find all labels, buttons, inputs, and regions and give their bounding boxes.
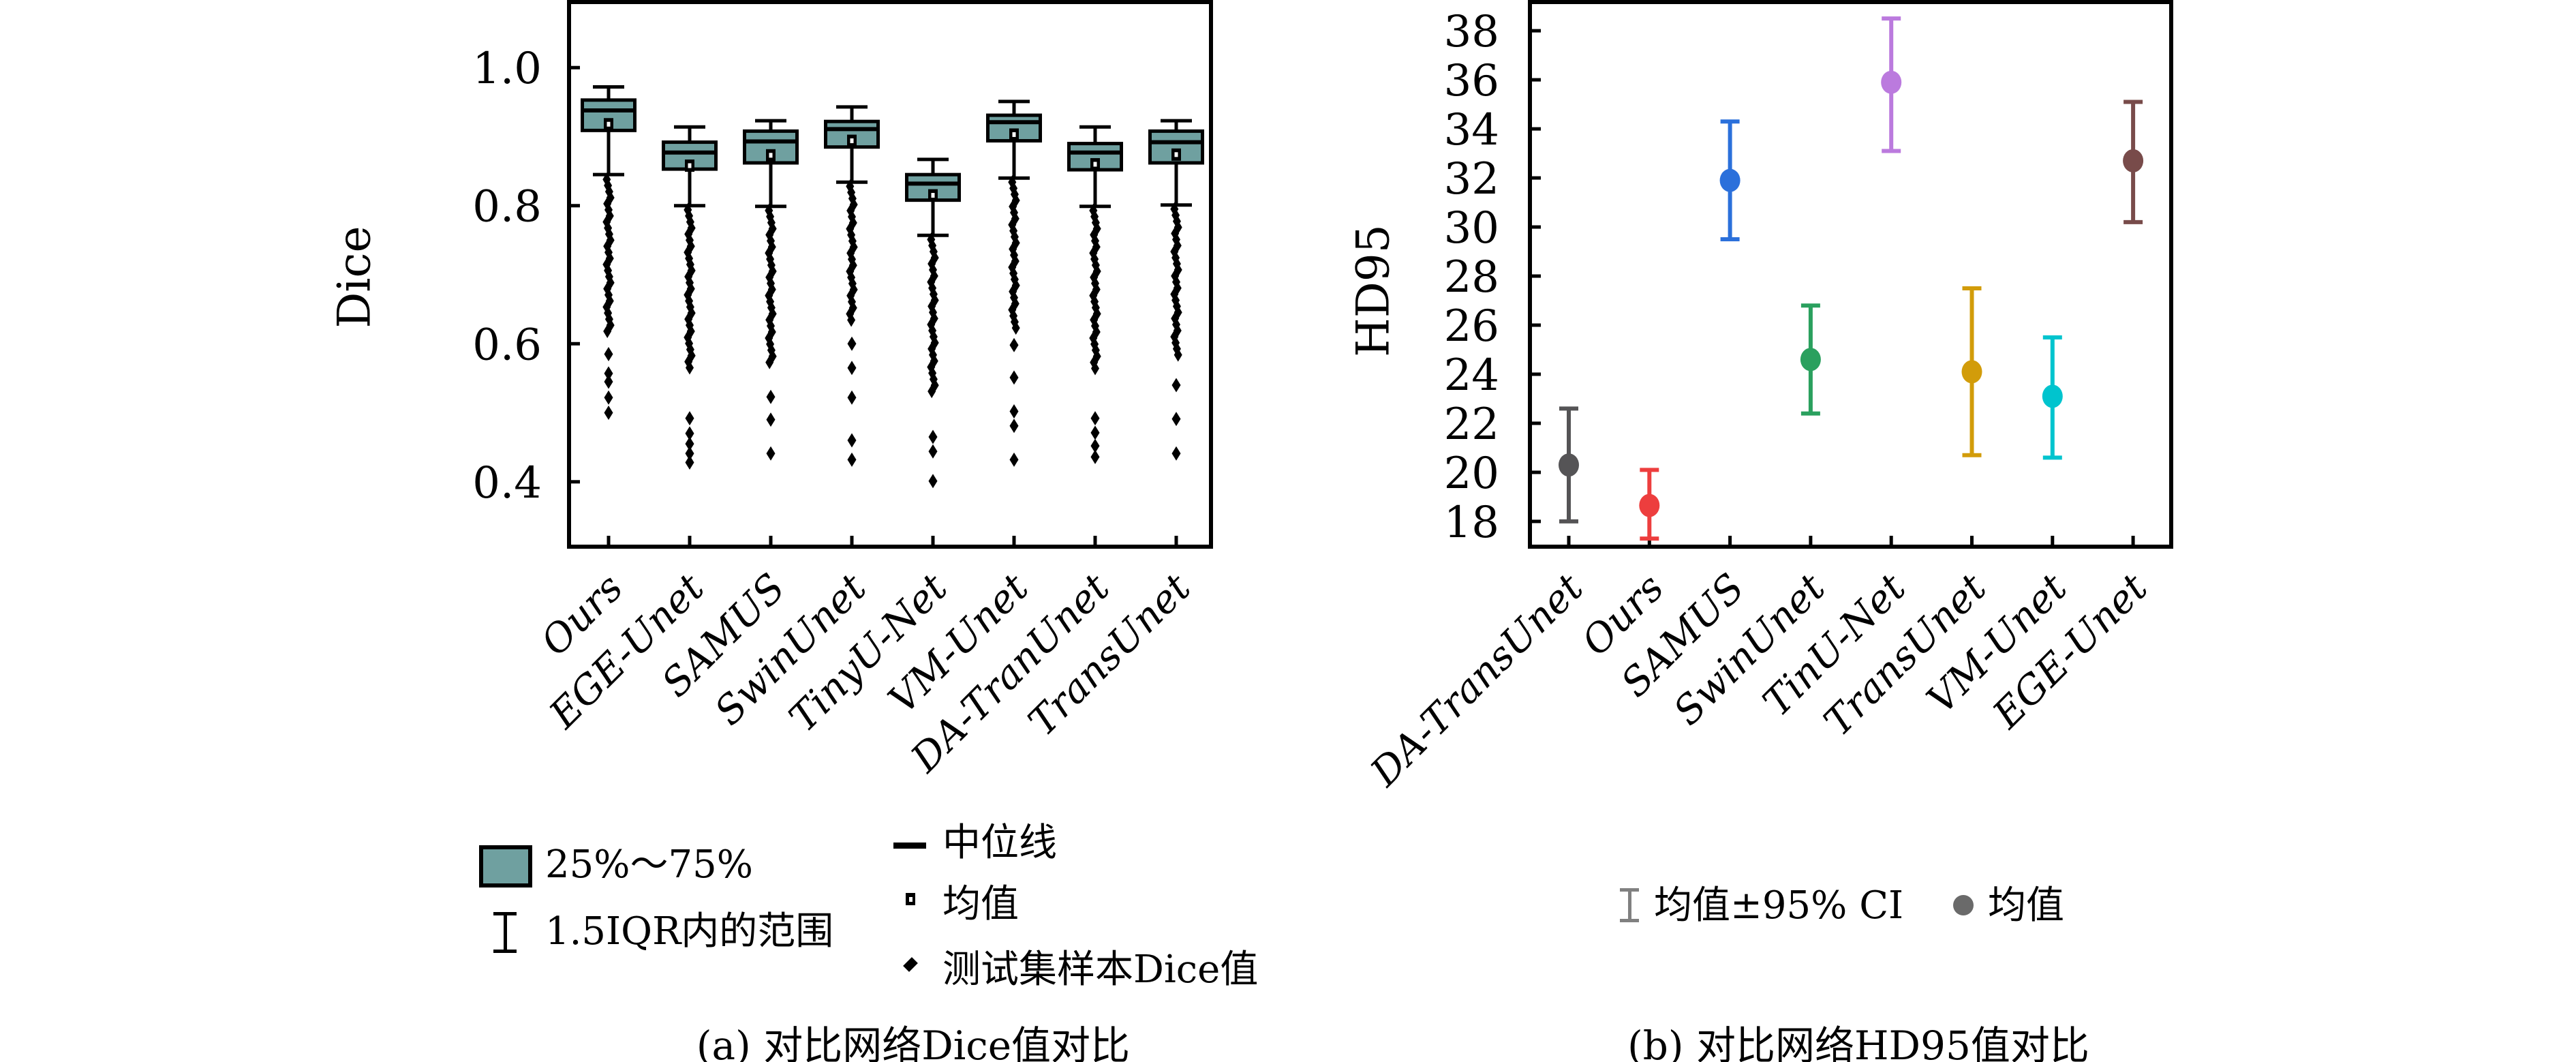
- mean-point-EGE-Unet: [2123, 149, 2144, 172]
- panel-b-caption: (b) 对比网络HD95值对比: [1627, 1022, 2089, 1062]
- y-tick-label: 18: [1444, 498, 1499, 548]
- outlier-point: [604, 366, 613, 381]
- outlier-point: [766, 412, 776, 427]
- outlier-point: [685, 436, 694, 451]
- outlier-point: [1174, 348, 1182, 362]
- y-tick-label: 0.8: [472, 182, 542, 232]
- mean-point-TinU-Net: [1881, 70, 1902, 94]
- outlier-point: [847, 390, 857, 405]
- outlier-point: [1171, 446, 1181, 461]
- mean-marker-core: [769, 153, 773, 158]
- outlier-point: [1009, 452, 1019, 467]
- outlier-point: [603, 324, 612, 339]
- outlier-point: [604, 390, 613, 405]
- y-tick-label: 0.4: [472, 458, 542, 509]
- mean-marker-core: [1093, 162, 1097, 167]
- box-swatch-icon: [479, 845, 532, 887]
- outlier-point: [686, 361, 694, 375]
- outlier-point: [1090, 411, 1100, 426]
- outlier-point: [928, 429, 938, 444]
- outlier-point: [927, 342, 936, 356]
- mean-marker-core: [1174, 152, 1178, 157]
- y-tick-label: 30: [1444, 203, 1499, 254]
- mean-marker-core: [931, 193, 935, 198]
- outlier-point: [604, 374, 613, 389]
- whisker-range-icon: [493, 912, 517, 953]
- mean-marker-core: [1012, 132, 1016, 137]
- outlier-point: [604, 406, 613, 421]
- panel-b-y-axis-title: HD95: [1347, 224, 1400, 357]
- outlier-point: [1090, 438, 1100, 453]
- mean-square-icon: [906, 893, 915, 905]
- mean-dot-icon: [1953, 895, 1974, 915]
- legend-outlier-label: 测试集样本Dice值: [942, 947, 1259, 992]
- outlier-point: [1009, 404, 1019, 419]
- outlier-point: [765, 355, 774, 369]
- ci-errorbar-icon: [1620, 888, 1639, 922]
- outlier-point: [847, 433, 857, 448]
- mean-point-VM-Unet: [2042, 384, 2063, 408]
- panel-a-caption: (a) 对比网络Dice值对比: [696, 1022, 1131, 1062]
- mean-point-Ours: [1639, 494, 1660, 517]
- legend-mean-dot-label: 均值: [1988, 883, 2064, 928]
- outlier-point: [927, 384, 936, 399]
- median-line-icon: [893, 843, 926, 849]
- legend-mean-label: 均值: [942, 882, 1019, 926]
- outlier-point: [1009, 419, 1019, 434]
- legend-whisker-label: 1.5IQR内的范围: [545, 909, 834, 954]
- y-tick-label: 34: [1444, 105, 1499, 155]
- y-tick-label: 24: [1444, 350, 1499, 401]
- outlier-point: [1011, 321, 1020, 335]
- outlier-point: [847, 452, 857, 467]
- outlier-point: [685, 426, 694, 441]
- outlier-point: [1171, 412, 1181, 427]
- outlier-point: [928, 444, 938, 459]
- mean-marker-core: [850, 138, 854, 144]
- y-tick-label: 26: [1444, 301, 1499, 352]
- outlier-point: [1091, 361, 1099, 376]
- mean-point-SwinUnet: [1800, 348, 1821, 371]
- outlier-point: [1090, 449, 1100, 464]
- plot-frame: [1528, 0, 2173, 549]
- mean-marker-core: [607, 121, 611, 127]
- outlier-point: [1172, 342, 1181, 356]
- legend-box-label: 25%～75%: [545, 843, 753, 887]
- outlier-point: [1009, 337, 1019, 352]
- y-tick-label: 36: [1444, 56, 1499, 106]
- outlier-point: [1009, 370, 1019, 385]
- outlier-point: [604, 346, 613, 361]
- legend-median-label: 中位线: [942, 821, 1057, 865]
- outlier-point: [847, 336, 857, 351]
- outlier-point: [847, 361, 857, 376]
- outlier-point: [1171, 378, 1181, 393]
- y-tick-label: 0.6: [472, 320, 542, 370]
- legend-ci-label: 均值±95% CI: [1654, 883, 1904, 928]
- outlier-point: [928, 474, 938, 489]
- y-tick-label: 38: [1444, 7, 1499, 57]
- outlier-point: [685, 411, 694, 426]
- y-tick-label: 20: [1444, 449, 1499, 499]
- outlier-point: [685, 336, 694, 350]
- outlier-point: [766, 446, 776, 461]
- panel-a-y-axis-title: Dice: [328, 226, 381, 329]
- mean-marker-core: [688, 163, 692, 168]
- outlier-point: [847, 313, 856, 327]
- outlier-point: [1090, 425, 1100, 440]
- mean-point-SAMUS: [1719, 168, 1741, 192]
- outlier-point: [766, 389, 776, 404]
- x-category-label: DA-TransUnet: [1362, 565, 1592, 795]
- y-tick-label: 28: [1444, 252, 1499, 303]
- outlier-point: [685, 455, 694, 470]
- y-tick-label: 32: [1444, 154, 1499, 204]
- plot-frame: [567, 0, 1213, 549]
- mean-point-DA-TransUnet: [1559, 453, 1579, 477]
- y-tick-label: 22: [1444, 399, 1499, 450]
- y-tick-label: 1.0: [472, 44, 542, 94]
- mean-point-TransUnet: [1961, 360, 1982, 384]
- outlier-point: [685, 446, 694, 461]
